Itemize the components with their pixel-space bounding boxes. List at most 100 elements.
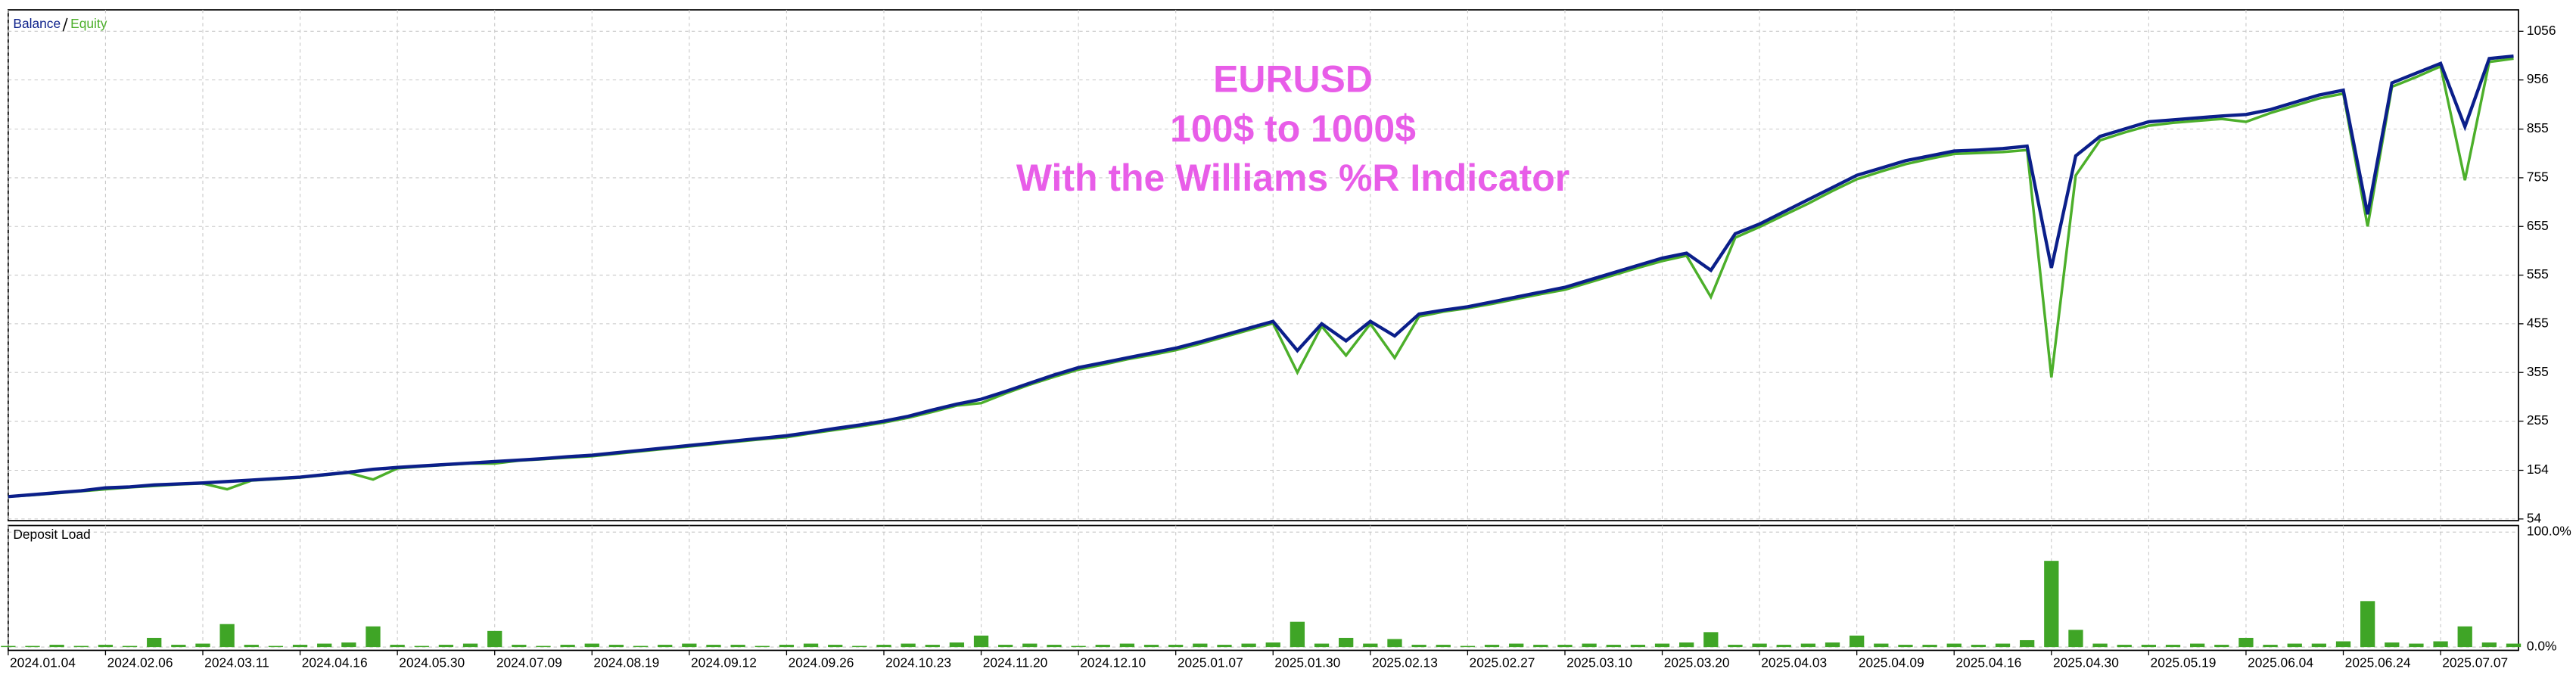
bar — [1047, 645, 1062, 648]
bar — [803, 643, 819, 648]
y-tick-label: 555 — [2527, 266, 2549, 282]
annotation: EURUSD — [1213, 58, 1373, 101]
bar — [2287, 643, 2302, 648]
x-tick-label: 2025.07.07 — [2442, 655, 2508, 670]
bar — [2506, 643, 2522, 648]
bar — [1, 645, 16, 648]
bar — [1143, 645, 1159, 648]
bar — [1995, 643, 2011, 648]
bar — [1387, 639, 1402, 648]
bar — [2165, 645, 2181, 648]
bar — [292, 645, 308, 648]
bar — [608, 645, 624, 648]
bar — [1898, 645, 1913, 648]
bar — [1509, 643, 1524, 648]
bar — [49, 645, 64, 648]
x-tick-label: 2024.08.19 — [593, 655, 659, 670]
bar — [1095, 645, 1110, 648]
labels: Balance Equity Deposit Load 54 154 255 355 4… — [10, 16, 2571, 670]
x-tick-label: 2025.06.04 — [2248, 655, 2313, 670]
bar — [1752, 643, 1767, 648]
x-tick-label: 2025.04.03 — [1761, 655, 1827, 670]
bar — [2335, 641, 2351, 648]
bar — [852, 645, 867, 648]
bar — [171, 645, 186, 648]
y-tick-label: 755 — [2527, 170, 2549, 185]
bar — [1946, 643, 1962, 648]
y-tick-label: 1056 — [2527, 23, 2556, 38]
x-tick-label: 2025.01.07 — [1178, 655, 1243, 670]
bar — [268, 645, 284, 648]
bar — [925, 645, 940, 648]
bar — [98, 645, 114, 648]
bar — [195, 643, 210, 648]
bar — [1363, 643, 1378, 648]
bar — [1436, 645, 1451, 648]
legend-equity: Equity — [70, 16, 107, 31]
bar — [390, 645, 405, 648]
bar — [1484, 645, 1500, 648]
y-tick-label: 154 — [2527, 462, 2549, 477]
y-tick-label: 956 — [2527, 71, 2549, 86]
x-tick-label: 2025.04.16 — [1955, 655, 2021, 670]
y-tick-label: 655 — [2527, 218, 2549, 233]
bar — [2044, 561, 2059, 648]
bar — [122, 645, 138, 648]
bar — [1874, 643, 1889, 648]
x-tick-label: 2024.09.26 — [789, 655, 854, 670]
bar — [973, 635, 989, 648]
bar — [1800, 643, 1816, 648]
bar — [1022, 643, 1038, 648]
bar — [876, 645, 891, 648]
y-tick-label: 355 — [2527, 364, 2549, 379]
bar — [1339, 637, 1354, 648]
bar — [1241, 643, 1256, 648]
x-tick-label: 2024.10.23 — [885, 655, 951, 670]
bar — [2457, 626, 2472, 648]
bar — [1265, 642, 1280, 648]
main-panel-frame — [7, 9, 2519, 521]
bar — [560, 645, 575, 648]
x-tick-label: 2025.04.09 — [1859, 655, 1924, 670]
bar — [828, 645, 843, 648]
bar — [998, 645, 1013, 648]
marks — [1, 54, 2522, 648]
bar — [536, 645, 551, 648]
y-tick-label: 100.0% — [2527, 524, 2571, 539]
bar — [1557, 645, 1573, 648]
bar — [244, 645, 259, 648]
bar — [1922, 645, 1937, 648]
bar — [1119, 643, 1135, 648]
y-tick-label: 855 — [2527, 120, 2549, 135]
bar — [2214, 645, 2229, 648]
bar — [706, 645, 721, 648]
bar — [1314, 643, 1330, 648]
x-tick-label: 2024.04.16 — [302, 655, 368, 670]
bar — [73, 645, 89, 648]
bar — [414, 645, 429, 648]
bar — [2020, 639, 2035, 648]
bar — [2360, 601, 2375, 648]
bar — [1290, 621, 1305, 648]
bar — [2263, 645, 2278, 648]
bar — [462, 643, 478, 648]
bar — [2238, 637, 2254, 648]
bar — [2190, 643, 2205, 648]
bar — [2409, 643, 2424, 648]
bar — [1776, 645, 1791, 648]
bar — [730, 645, 745, 648]
x-tick-label: 2025.03.20 — [1664, 655, 1730, 670]
bar — [1971, 645, 1986, 648]
legend-separator — [62, 17, 68, 32]
bar — [2311, 643, 2327, 648]
x-tick-label: 2025.01.30 — [1274, 655, 1340, 670]
bar — [633, 645, 649, 648]
bar — [584, 643, 599, 648]
bar — [2481, 642, 2497, 648]
bar — [25, 645, 40, 648]
x-tick-label: 2025.02.27 — [1470, 655, 1535, 670]
series-line — [8, 54, 2514, 499]
bar — [2385, 642, 2400, 648]
bar — [219, 624, 235, 648]
